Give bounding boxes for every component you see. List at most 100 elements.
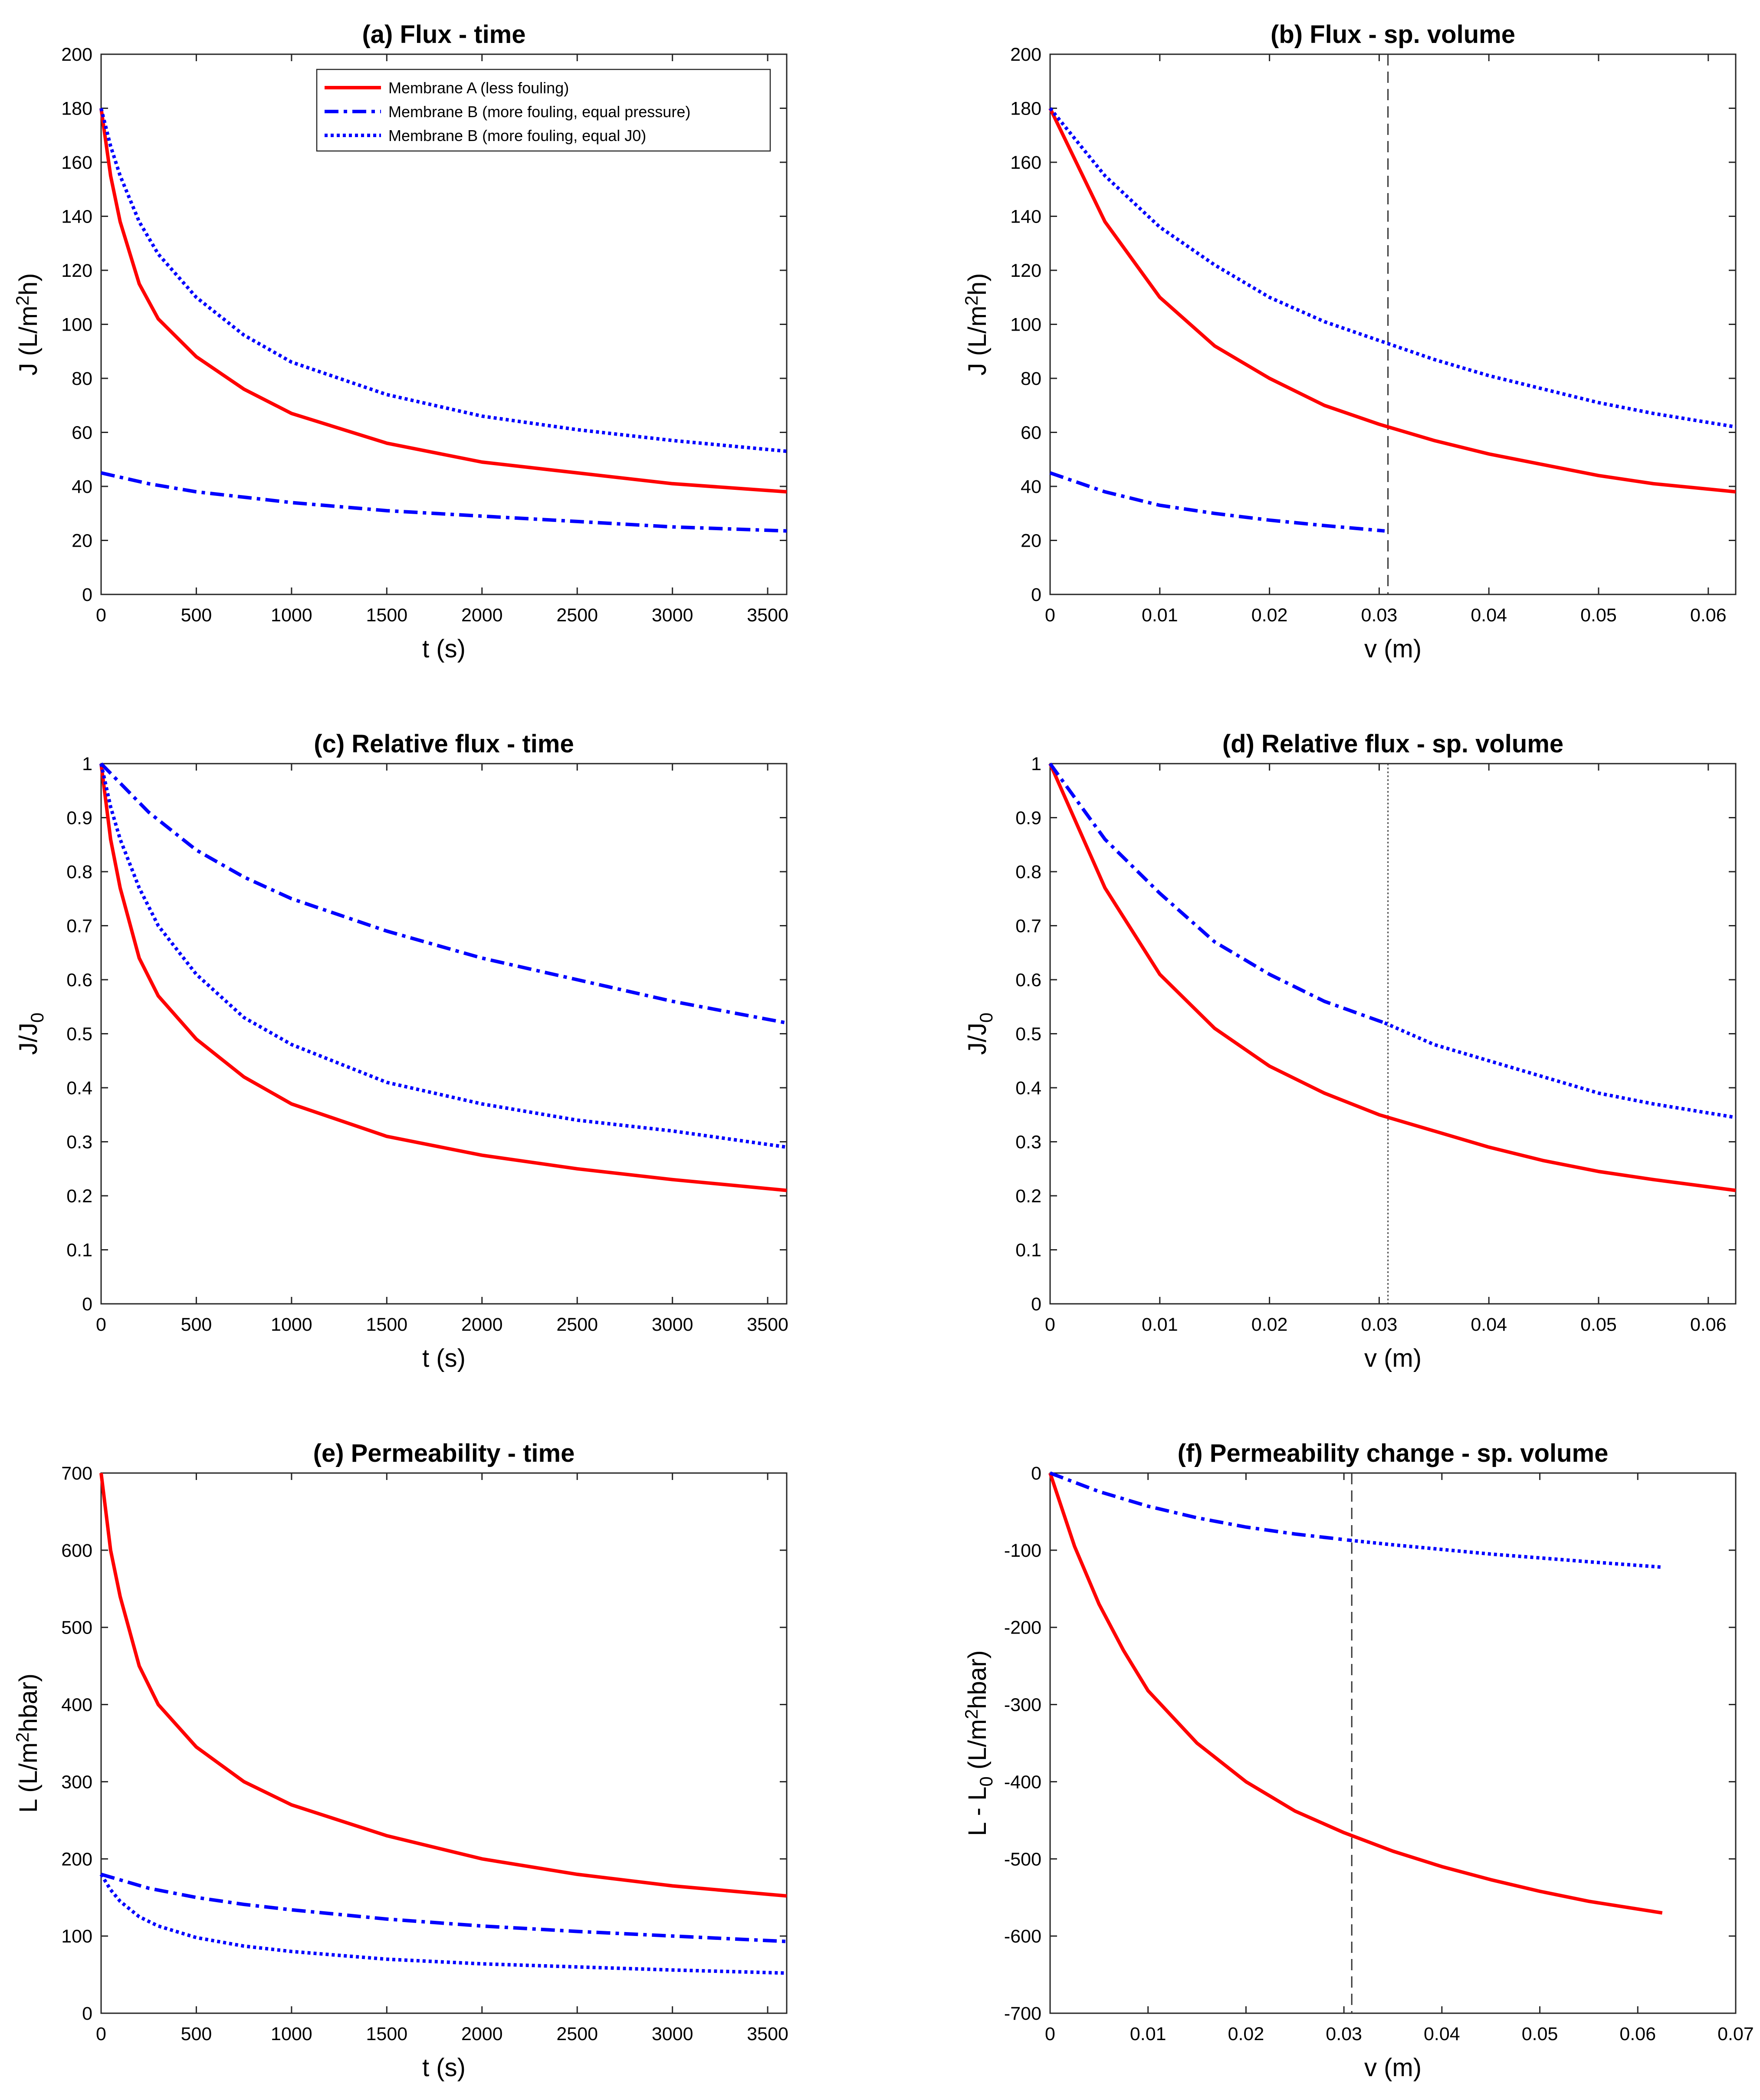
y-tick-label: 0 xyxy=(82,584,92,605)
y-tick-label: 300 xyxy=(61,1772,92,1792)
series-line-1 xyxy=(1048,763,1736,1192)
chart-title: (b) Flux - sp. volume xyxy=(1271,20,1515,49)
y-tick-label: 0 xyxy=(82,2003,92,2024)
y-tick-label: 80 xyxy=(1021,368,1041,389)
y-tick-label: 120 xyxy=(1010,260,1041,281)
x-tick-label: 0.03 xyxy=(1361,1314,1398,1335)
y-tick-label: 0.1 xyxy=(1015,1240,1041,1261)
series-line-2 xyxy=(100,762,787,1025)
x-tick-label: 0.02 xyxy=(1228,2024,1264,2044)
x-axis-label: v (m) xyxy=(1364,635,1422,663)
plot-area xyxy=(1049,763,1737,1305)
x-tick-label: 0.01 xyxy=(1130,2024,1166,2044)
series-line-3 xyxy=(1048,107,1736,429)
series-line-3 xyxy=(1348,1538,1662,1569)
x-axis-label: v (m) xyxy=(1364,1344,1422,1372)
y-tick-label: 0.6 xyxy=(1015,970,1041,991)
x-tick-label: 2000 xyxy=(461,2024,503,2044)
y-tick-label: 700 xyxy=(61,1463,92,1484)
y-tick-label: 0.5 xyxy=(1015,1024,1041,1045)
series-line-3 xyxy=(1384,1021,1736,1119)
y-tick-label: -700 xyxy=(1004,2003,1041,2024)
x-tick-label: 2500 xyxy=(556,2024,598,2044)
x-tick-label: 0.05 xyxy=(1522,2024,1558,2044)
y-tick-label: 0.6 xyxy=(66,970,92,991)
x-tick-label: 0.05 xyxy=(1580,1314,1617,1335)
x-tick-label: 0 xyxy=(96,605,106,626)
series-line-2 xyxy=(1049,471,1385,533)
y-tick-label: 40 xyxy=(72,476,92,497)
y-tick-label: -500 xyxy=(1004,1849,1041,1870)
series-line-1 xyxy=(1048,107,1736,494)
y-tick-label: 400 xyxy=(61,1695,92,1716)
panel-b: 0 0.01 0.02 0.03 0.04 0.05 0.06 0 20 40 60 80 100 120… xyxy=(961,20,1737,663)
y-axis-label: L (L/m2hbar) xyxy=(12,1673,43,1813)
plot-area xyxy=(1049,53,1737,595)
x-tick-label: 1000 xyxy=(271,605,312,626)
x-tick-label: 0.06 xyxy=(1619,2024,1656,2044)
y-tick-label: -200 xyxy=(1004,1618,1041,1638)
y-tick-label: 200 xyxy=(1010,44,1041,65)
x-axis-label: t (s) xyxy=(422,635,466,663)
x-tick-label: 0.02 xyxy=(1251,605,1288,626)
y-tick-label: 0.5 xyxy=(66,1024,92,1045)
x-tick-label: 2000 xyxy=(461,1314,503,1335)
x-tick-label: 3500 xyxy=(747,2024,788,2044)
y-tick-label: 0.9 xyxy=(1015,808,1041,829)
y-tick-label: 40 xyxy=(1021,476,1041,497)
y-tick-label: 160 xyxy=(1010,152,1041,173)
panel-d: 0 0.01 0.02 0.03 0.04 0.05 0.06 0 0.1 0.2 0.3 0.4 0.… xyxy=(963,730,1737,1372)
series-line-3 xyxy=(99,108,787,453)
y-tick-label: -300 xyxy=(1004,1695,1041,1716)
x-tick-label: 3500 xyxy=(747,605,788,626)
y-tick-label: 500 xyxy=(61,1618,92,1638)
x-tick-label: 0.01 xyxy=(1142,1314,1178,1335)
chart-title: (d) Relative flux - sp. volume xyxy=(1222,730,1563,758)
y-tick-label: 60 xyxy=(72,423,92,443)
y-tick-label: 20 xyxy=(72,531,92,551)
x-tick-label: 0.03 xyxy=(1326,2024,1362,2044)
x-tick-label: 0.04 xyxy=(1471,1314,1507,1335)
x-tick-label: 2500 xyxy=(556,1314,598,1335)
x-tick-label: 0.06 xyxy=(1690,1314,1727,1335)
series-line-1 xyxy=(99,108,787,494)
x-tick-label: 500 xyxy=(181,605,212,626)
y-tick-label: 0.2 xyxy=(1015,1186,1041,1207)
y-tick-label: 0.1 xyxy=(66,1240,92,1261)
x-axis-label: t (s) xyxy=(422,1344,466,1372)
y-axis-label: L - L0 (L/m2hbar) xyxy=(961,1650,996,1836)
y-tick-label: 0.9 xyxy=(66,808,92,829)
x-tick-label: 0 xyxy=(96,1314,106,1335)
y-tick-label: 0.4 xyxy=(66,1078,92,1099)
y-tick-label: 120 xyxy=(61,260,92,281)
y-tick-label: -400 xyxy=(1004,1772,1041,1792)
plot-area xyxy=(100,1472,788,2014)
y-tick-label: 180 xyxy=(61,98,92,119)
x-tick-label: 3000 xyxy=(652,1314,693,1335)
y-tick-label: 20 xyxy=(1021,531,1041,551)
x-tick-label: 2500 xyxy=(556,605,598,626)
x-tick-label: 1000 xyxy=(271,1314,312,1335)
x-tick-label: 3000 xyxy=(652,2024,693,2044)
x-tick-label: 0.02 xyxy=(1251,1314,1288,1335)
x-axis-label: t (s) xyxy=(422,2054,466,2082)
x-tick-label: 500 xyxy=(181,1314,212,1335)
y-tick-label: 200 xyxy=(61,44,92,65)
y-tick-label: 0 xyxy=(1031,1294,1041,1315)
y-tick-label: 600 xyxy=(61,1540,92,1561)
series-line-1 xyxy=(99,1473,787,1898)
x-tick-label: 0.04 xyxy=(1424,2024,1460,2044)
series-line-1 xyxy=(1048,1472,1663,1915)
legend-box xyxy=(316,69,771,152)
y-tick-label: 100 xyxy=(1010,315,1041,335)
x-tick-label: 0.07 xyxy=(1717,2024,1754,2044)
x-tick-label: 3500 xyxy=(747,1314,788,1335)
x-axis-label: v (m) xyxy=(1364,2054,1422,2082)
y-tick-label: 0.8 xyxy=(66,862,92,883)
x-tick-label: 0.01 xyxy=(1142,605,1178,626)
y-tick-label: 100 xyxy=(61,1926,92,1947)
x-tick-label: 1500 xyxy=(366,1314,407,1335)
y-tick-label: 0.7 xyxy=(66,916,92,937)
y-tick-label: 200 xyxy=(61,1849,92,1870)
y-tick-label: 0.8 xyxy=(1015,862,1041,883)
